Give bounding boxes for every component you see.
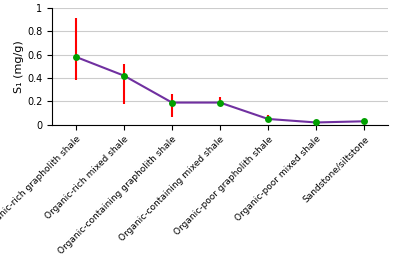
Point — [169, 100, 175, 105]
Point — [73, 55, 79, 59]
Point — [217, 100, 223, 105]
Point — [313, 120, 319, 125]
Y-axis label: S₁ (mg/g): S₁ (mg/g) — [14, 40, 24, 93]
Point — [265, 117, 271, 121]
Point — [361, 119, 367, 123]
Point — [121, 74, 127, 78]
